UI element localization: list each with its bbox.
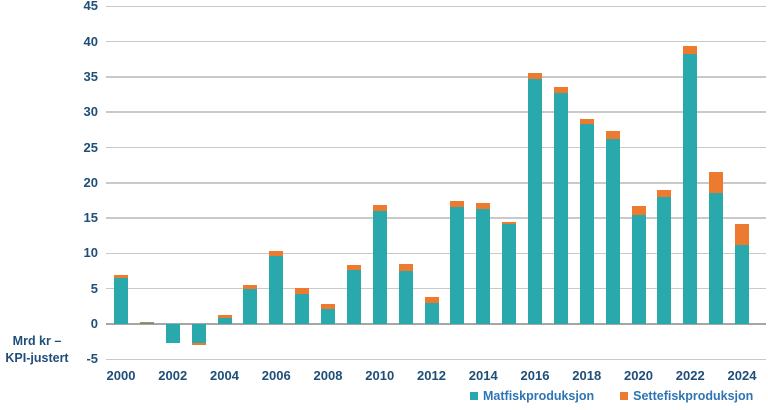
- bar-settefisk-2013: [450, 201, 465, 207]
- y-tick-label: 0: [90, 316, 98, 331]
- bar-settefisk-2001: [139, 321, 154, 323]
- bar-settefisk-2024: [735, 224, 749, 245]
- bar-matfisk-2009: [346, 269, 361, 324]
- bar-matfisk-2014: [476, 208, 491, 324]
- bar-matfisk-2002: [165, 324, 180, 344]
- legend-swatch-teal-icon: [470, 392, 478, 400]
- bar-matfisk-2013: [450, 206, 465, 324]
- gridline: [106, 252, 766, 255]
- bar-settefisk-2006: [269, 250, 284, 257]
- bar-matfisk-2018: [579, 124, 594, 324]
- x-tick-label: 2016: [520, 368, 550, 383]
- bar-settefisk-2012: [424, 297, 439, 303]
- bar-matfisk-2007: [295, 293, 310, 324]
- gridline: [106, 358, 766, 361]
- y-axis-title-line1: Mrd kr –: [12, 334, 62, 348]
- x-tick-label: 2022: [675, 368, 705, 383]
- x-tick-label: 2000: [106, 368, 136, 383]
- gridline: [106, 111, 766, 113]
- legend-swatch-orange-icon: [620, 392, 629, 400]
- gridline: [106, 76, 766, 78]
- x-tick-label: 2010: [365, 368, 395, 383]
- bar-settefisk-2004: [217, 314, 232, 318]
- bar-settefisk-2005: [243, 285, 258, 289]
- bar-settefisk-2011: [398, 263, 413, 272]
- y-tick-label: -5: [86, 351, 98, 367]
- legend-label: Matfiskproduksjon: [483, 389, 595, 403]
- bar-settefisk-2000: [114, 275, 128, 279]
- zero-axis-line: [106, 322, 766, 326]
- y-tick-label: 35: [83, 68, 98, 84]
- y-tick-label: 45: [83, 0, 98, 14]
- y-tick-label: 25: [83, 139, 98, 155]
- x-tick-label: 2004: [210, 368, 239, 383]
- y-axis-title: Mrd kr – KPI-justert: [2, 333, 72, 367]
- y-tick-label: 5: [90, 280, 98, 296]
- y-axis-title-line2: KPI-justert: [5, 351, 69, 365]
- bar-matfisk-2012: [424, 302, 439, 324]
- bar-settefisk-2017: [553, 87, 568, 94]
- bar-matfisk-2020: [631, 215, 646, 324]
- bar-matfisk-2019: [605, 139, 620, 324]
- y-tick-label: 30: [83, 104, 98, 120]
- x-tick-label: 2024: [727, 368, 757, 383]
- bar-matfisk-2005: [243, 288, 258, 324]
- bar-matfisk-2003: [191, 324, 206, 344]
- bar-settefisk-2021: [657, 189, 672, 197]
- bar-settefisk-2003: [191, 343, 206, 346]
- legend-label: Settefiskproduksjon: [633, 389, 754, 403]
- bar-settefisk-2023: [709, 172, 724, 193]
- bar-matfisk-2008: [321, 309, 335, 324]
- x-tick-label: 2002: [158, 368, 188, 383]
- bar-matfisk-2021: [657, 196, 672, 324]
- bar-matfisk-2024: [735, 244, 749, 324]
- bar-settefisk-2010: [372, 205, 387, 212]
- bar-matfisk-2016: [528, 79, 542, 324]
- bar-settefisk-2014: [476, 203, 491, 209]
- x-tick-label: 2014: [468, 368, 498, 383]
- bar-matfisk-2001: [139, 322, 154, 324]
- bar-settefisk-2008: [321, 303, 335, 310]
- y-tick-label: 40: [83, 33, 98, 49]
- bar-matfisk-2004: [217, 317, 232, 324]
- bar-matfisk-2011: [398, 271, 413, 324]
- bar-matfisk-2006: [269, 256, 284, 324]
- legend: Matfiskproduksjon Settefiskproduksjon: [470, 389, 753, 403]
- bar-settefisk-2022: [683, 45, 698, 54]
- gridline: [106, 182, 766, 184]
- y-tick-label: 15: [83, 210, 98, 226]
- gridline: [106, 217, 766, 219]
- bar-settefisk-2016: [528, 73, 542, 79]
- gridline: [106, 287, 766, 290]
- bar-matfisk-2000: [114, 278, 128, 324]
- y-tick-label: 10: [83, 245, 98, 261]
- bar-settefisk-2007: [295, 287, 310, 294]
- legend-item-matfiskproduksjon: Matfiskproduksjon: [470, 389, 594, 403]
- gridline: [106, 5, 766, 8]
- bar-settefisk-2009: [346, 264, 361, 270]
- bar-matfisk-2017: [553, 93, 568, 324]
- bar-settefisk-2020: [631, 206, 646, 216]
- bar-settefisk-2015: [502, 221, 517, 225]
- x-tick-label: 2006: [261, 368, 291, 383]
- bar-settefisk-2018: [579, 119, 594, 125]
- gridline: [106, 40, 766, 43]
- bar-settefisk-2019: [605, 131, 620, 140]
- gridline: [106, 146, 766, 149]
- y-tick-label: 20: [83, 174, 98, 190]
- bar-matfisk-2015: [502, 224, 517, 324]
- x-tick-label: 2020: [624, 368, 653, 383]
- bar-matfisk-2022: [683, 53, 698, 324]
- legend-item-settefiskproduksjon: Settefiskproduksjon: [620, 389, 753, 403]
- x-tick-label: 2018: [572, 368, 602, 383]
- bar-matfisk-2023: [709, 192, 724, 324]
- bar-matfisk-2010: [372, 211, 387, 324]
- x-tick-label: 2012: [417, 368, 446, 383]
- x-tick-label: 2008: [313, 368, 343, 383]
